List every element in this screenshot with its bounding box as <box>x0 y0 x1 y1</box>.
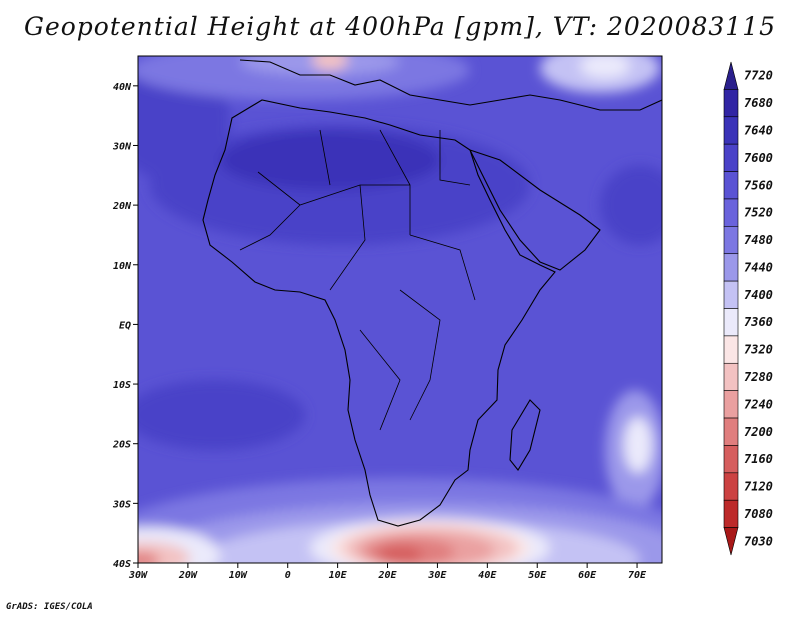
europe-coastline <box>239 59 662 111</box>
colorbar-level-label: 7440 <box>744 260 773 274</box>
lat-tick-label: 40S <box>113 559 131 570</box>
lat-tick-label: 10S <box>113 380 131 391</box>
field-northeast-core <box>580 56 630 78</box>
coastlines <box>202 59 662 527</box>
latitude-axis: 40N 30N 20N 10N EQ 10S 20S 30S 40S <box>112 82 138 570</box>
colorbar-top-arrow <box>723 61 739 90</box>
colorbar-level-label: 7560 <box>744 178 773 192</box>
field-north-pink <box>312 56 348 70</box>
colorbar-segment <box>723 472 739 501</box>
colorbar-level-label: 7680 <box>744 96 773 110</box>
field-sw-red <box>138 552 160 563</box>
colorbar: 7720 7680 7640 7600 7560 7520 7480 7440 7400 7360… <box>723 61 773 556</box>
lon-tick-label: 70E <box>628 570 647 581</box>
longitude-axis: 30W 20W 10W 0 10E 20E 30E 40E 50E 60E 70E <box>128 563 647 581</box>
colorbar-level-label: 7030 <box>744 534 773 548</box>
colorbar-level-label: 7360 <box>744 315 773 329</box>
arabia-coastline <box>468 149 601 271</box>
colorbar-level-label: 7720 <box>744 69 773 83</box>
field-south-red-3 <box>378 545 422 563</box>
colorbar-level-label: 7520 <box>744 206 773 220</box>
colorbar-segment <box>723 308 739 337</box>
lat-tick-label: 20N <box>112 201 132 212</box>
madagascar-coastline <box>509 399 541 471</box>
field-high-arabia <box>600 165 662 245</box>
colorbar-level-label: 7200 <box>744 425 773 439</box>
lon-tick-label: 50E <box>528 570 547 581</box>
lat-tick-label: 20S <box>112 440 131 451</box>
colorbar-level-label: 7400 <box>744 288 773 302</box>
lon-tick-label: 20W <box>178 570 198 581</box>
colorbar-segment <box>723 143 739 172</box>
lat-tick-label: EQ <box>119 320 131 331</box>
border-lines <box>239 129 476 431</box>
colorbar-segment <box>723 116 739 145</box>
lon-tick-label: 40E <box>478 570 497 581</box>
lon-tick-label: 20E <box>377 570 397 581</box>
height-field <box>138 56 662 563</box>
colorbar-level-label: 7080 <box>744 507 773 521</box>
colorbar-level-label: 7600 <box>744 151 773 165</box>
colorbar-segment <box>723 445 739 474</box>
lon-tick-label: 30W <box>128 570 148 581</box>
lon-tick-label: 10W <box>229 570 248 581</box>
map-title: Geopotential Height at 400hPa [gpm], VT:… <box>23 12 777 41</box>
colorbar-segment <box>723 417 739 446</box>
colorbar-segment <box>723 171 739 200</box>
colorbar-bottom-arrow <box>723 527 739 556</box>
colorbar-segment <box>723 499 739 528</box>
lon-tick-label: 60E <box>578 570 597 581</box>
field-high-core <box>220 130 440 190</box>
colorbar-level-label: 7280 <box>744 370 773 384</box>
colorbar-segment <box>723 89 739 118</box>
colorbar-segment <box>723 362 739 391</box>
colorbar-level-label: 7120 <box>744 480 773 494</box>
colorbar-level-label: 7160 <box>744 452 773 466</box>
colorbar-level-label: 7640 <box>744 123 773 137</box>
africa-coastline <box>202 99 556 527</box>
colorbar-segment <box>723 198 739 227</box>
lon-tick-label: 0 <box>285 570 291 581</box>
colorbar-segment <box>723 226 739 255</box>
colorbar-segment <box>723 390 739 419</box>
colorbar-level-label: 7480 <box>744 233 773 247</box>
lat-tick-label: 30S <box>112 499 131 510</box>
colorbar-segment <box>723 253 739 282</box>
colorbar-segment <box>723 335 739 364</box>
lat-tick-label: 30N <box>112 141 132 152</box>
field-east-core <box>624 417 652 473</box>
lat-tick-label: 40N <box>113 82 132 93</box>
colorbar-level-label: 7320 <box>744 343 773 357</box>
plot-frame <box>137 55 663 564</box>
field-high-south-atlantic <box>138 380 305 450</box>
lon-tick-label: 30E <box>427 570 447 581</box>
colorbar-segment <box>723 280 739 309</box>
grads-credit: GrADS: IGES/COLA <box>6 602 93 612</box>
lat-tick-label: 10N <box>113 261 132 272</box>
colorbar-level-label: 7240 <box>744 397 773 411</box>
lon-tick-label: 10E <box>329 570 348 581</box>
